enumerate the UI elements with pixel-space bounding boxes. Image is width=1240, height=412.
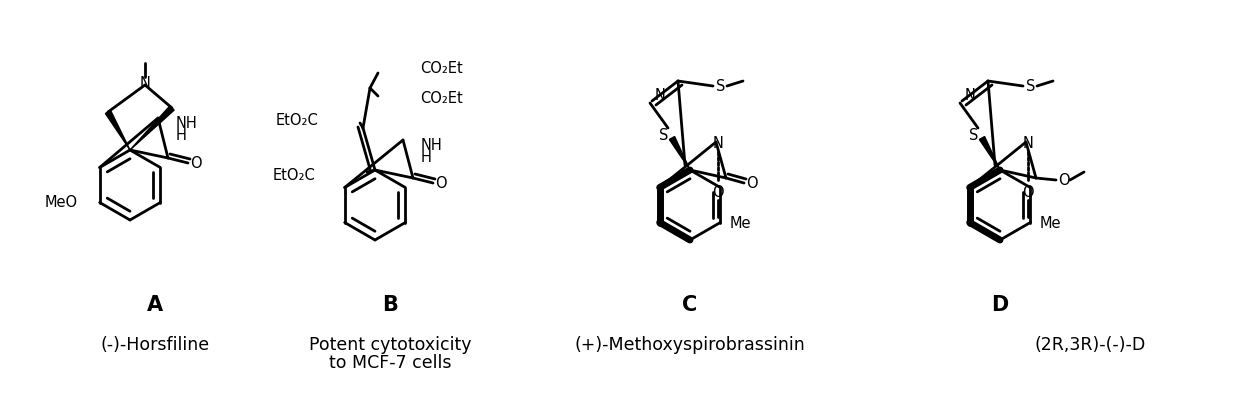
Text: H: H	[176, 127, 187, 143]
Text: Me: Me	[1040, 215, 1061, 230]
Text: C: C	[682, 295, 698, 315]
Polygon shape	[980, 136, 999, 170]
Polygon shape	[130, 106, 174, 150]
Text: O: O	[1022, 185, 1034, 199]
Text: N: N	[655, 87, 666, 103]
Text: N: N	[713, 136, 723, 152]
Text: NH: NH	[422, 138, 443, 152]
Text: to MCF-7 cells: to MCF-7 cells	[329, 354, 451, 372]
Text: N: N	[140, 75, 150, 91]
Polygon shape	[105, 110, 130, 150]
Text: D: D	[991, 295, 1008, 315]
Text: CO₂Et: CO₂Et	[420, 91, 463, 105]
Text: B: B	[382, 295, 398, 315]
Text: S: S	[1027, 79, 1035, 94]
Text: O: O	[190, 155, 202, 171]
Text: N: N	[965, 87, 976, 103]
Text: EtO₂C: EtO₂C	[275, 112, 317, 127]
Text: O: O	[435, 176, 446, 190]
Text: (-)-Horsfiline: (-)-Horsfiline	[100, 336, 210, 354]
Text: EtO₂C: EtO₂C	[273, 168, 315, 183]
Text: MeO: MeO	[45, 195, 78, 210]
Text: S: S	[660, 129, 668, 143]
Text: O: O	[746, 176, 758, 190]
Text: O: O	[1058, 173, 1070, 187]
Text: (2R,3R)-(-)-D: (2R,3R)-(-)-D	[1034, 336, 1146, 354]
Text: N: N	[1023, 136, 1033, 152]
Text: S: S	[970, 129, 978, 143]
Text: O: O	[712, 185, 724, 199]
Text: Potent cytotoxicity: Potent cytotoxicity	[309, 336, 471, 354]
Polygon shape	[670, 136, 689, 170]
Text: NH: NH	[176, 115, 197, 131]
Text: Me: Me	[730, 215, 751, 230]
Text: (+)-Methoxyspirobrassinin: (+)-Methoxyspirobrassinin	[574, 336, 805, 354]
Text: CO₂Et: CO₂Et	[420, 61, 463, 75]
Text: S: S	[717, 79, 725, 94]
Text: A: A	[146, 295, 164, 315]
Text: H: H	[422, 150, 432, 164]
